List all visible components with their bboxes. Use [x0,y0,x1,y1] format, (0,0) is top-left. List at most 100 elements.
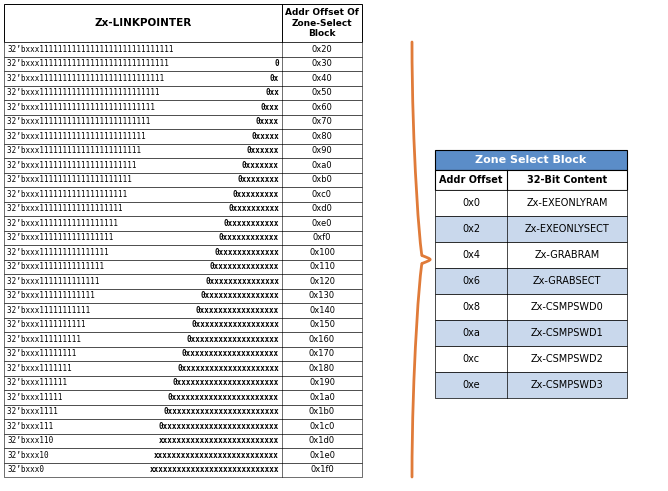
Text: 0x140: 0x140 [309,306,335,315]
Text: Zx-CSMPSWD0: Zx-CSMPSWD0 [530,302,603,312]
Text: 0x1e0: 0x1e0 [309,451,335,460]
Text: 32’bxxx1111111111: 32’bxxx1111111111 [7,320,178,329]
Bar [4,347,362,361]
Text: 0xxxxxxxxxxxxxxxxxxx: 0xxxxxxxxxxxxxxxxxxx [186,335,279,344]
Text: 0xxxxxxxxxxxxxxxxxxxxx: 0xxxxxxxxxxxxxxxxxxxxx [177,364,279,373]
Text: 32’bxxx11111111111111111111111111: 32’bxxx11111111111111111111111111 [7,88,178,97]
Text: Zx-EXEONLYRAM: Zx-EXEONLYRAM [526,198,608,208]
Text: 0x90: 0x90 [312,146,333,155]
Text: xxxxxxxxxxxxxxxxxxxxxxxxxxx: xxxxxxxxxxxxxxxxxxxxxxxxxxx [154,451,279,460]
Bar [435,268,627,294]
Text: 0x1f0: 0x1f0 [310,465,334,474]
Text: 0x8: 0x8 [462,302,480,312]
Text: 32’bxxx111111111111111: 32’bxxx111111111111111 [7,248,178,257]
Bar [4,143,362,158]
Text: 0xxxxxxxxxx: 0xxxxxxxxxx [228,204,279,213]
Text: 32’bxxx1111111111111111111111: 32’bxxx1111111111111111111111 [7,146,178,155]
Bar [4,100,362,114]
Bar [4,158,362,172]
Text: 32’bxxx1111111111111111: 32’bxxx1111111111111111 [7,233,178,242]
Text: 0x0: 0x0 [462,198,480,208]
Text: 0x50: 0x50 [312,88,333,97]
Text: 32’bxxx111: 32’bxxx111 [7,422,178,431]
Text: 0xxxxxxxxxxxx: 0xxxxxxxxxxxx [219,233,279,242]
Text: 32’bxxx11111111111111111111: 32’bxxx11111111111111111111 [7,175,178,184]
Text: Zx-GRABRAM: Zx-GRABRAM [534,250,600,260]
Text: 0xxxxxxxx: 0xxxxxxxx [237,175,279,184]
Bar [4,405,362,419]
Text: 32’bxxx11111111111: 32’bxxx11111111111 [7,306,178,315]
Text: 0x6: 0x6 [462,276,480,286]
Text: 0x70: 0x70 [311,117,333,126]
Text: 32’bxxx11111111111111111: 32’bxxx11111111111111111 [7,219,178,228]
Text: 32’bxxx11111111111111111111111: 32’bxxx11111111111111111111111 [7,132,178,141]
Bar [4,463,362,477]
Bar [4,419,362,434]
Text: 0x1a0: 0x1a0 [309,393,335,402]
Text: 0xxxxxxx: 0xxxxxxx [242,161,279,170]
Bar [4,448,362,463]
Text: 0x1b0: 0x1b0 [309,407,335,416]
Text: 0xxx: 0xxx [261,103,279,112]
Text: 0xxxxxxxxxxxxxx: 0xxxxxxxxxxxxxx [210,262,279,271]
Text: 0x150: 0x150 [309,320,335,329]
Text: 0x190: 0x190 [309,378,335,387]
Text: 0x40: 0x40 [312,74,333,83]
Text: 0xxxxxxxxxxxxx: 0xxxxxxxxxxxxx [214,248,279,257]
Text: 0xxxxxxxxx: 0xxxxxxxxx [232,190,279,199]
Bar [435,320,627,346]
Text: Zone Select Block: Zone Select Block [476,155,587,165]
Text: 0xe0: 0xe0 [312,219,332,228]
Text: Zx-EXEONLYSECT: Zx-EXEONLYSECT [524,224,609,234]
Text: xxxxxxxxxxxxxxxxxxxxxxxxxx: xxxxxxxxxxxxxxxxxxxxxxxxxx [159,436,279,445]
Text: 0xxxxx: 0xxxxx [251,132,279,141]
Text: 0xf0: 0xf0 [313,233,331,242]
Text: 32’bxxx1111111111111: 32’bxxx1111111111111 [7,277,178,286]
Text: Zx-CSMPSWD2: Zx-CSMPSWD2 [530,354,603,364]
Text: 32’bxxx111111111: 32’bxxx111111111 [7,335,178,344]
Text: 0xxxxxxxxxxxxxxxxxxxxxxxx: 0xxxxxxxxxxxxxxxxxxxxxxxx [164,407,279,416]
Bar [4,42,362,56]
Text: Zx-LINKPOINTER: Zx-LINKPOINTER [94,18,192,28]
Text: 32’bxxx111111111111111111: 32’bxxx111111111111111111 [7,204,178,213]
Bar [4,260,362,274]
Bar [435,242,627,268]
Text: 32’bxxx111111111111: 32’bxxx111111111111 [7,291,178,300]
Bar [4,390,362,405]
Text: 32’bxxx1111111: 32’bxxx1111111 [7,364,178,373]
Text: 0x20: 0x20 [312,45,333,54]
Text: 32’bxxx11111111111111111111111111111: 32’bxxx11111111111111111111111111111 [7,45,174,54]
Text: 0x120: 0x120 [309,277,335,286]
Text: 0xa: 0xa [462,328,480,338]
Text: 32’bxxx111111: 32’bxxx111111 [7,378,178,387]
Text: 0x170: 0x170 [309,349,335,358]
Text: 0xxxxxxxxxxxxxxxxxxxxxxx: 0xxxxxxxxxxxxxxxxxxxxxxx [168,393,279,402]
Text: 0x: 0x [270,74,279,83]
Text: 0x80: 0x80 [311,132,333,141]
Bar [4,216,362,230]
Bar [4,129,362,143]
Bar [4,230,362,245]
Text: 0x2: 0x2 [462,224,480,234]
Text: 0x160: 0x160 [309,335,335,344]
Text: 32’bxxx110: 32’bxxx110 [7,436,53,445]
Bar [435,150,627,170]
Text: 0x1d0: 0x1d0 [309,436,335,445]
Text: Zx-CSMPSWD3: Zx-CSMPSWD3 [530,380,603,390]
Text: 0x110: 0x110 [309,262,335,271]
Text: 32’bxxx1111: 32’bxxx1111 [7,407,178,416]
Text: 0xxxxxxxxxxx: 0xxxxxxxxxxx [224,219,279,228]
Bar [435,170,627,190]
Text: 32’bxxx111111111111111111111111111: 32’bxxx111111111111111111111111111 [7,74,178,83]
Text: 0xxxxxxxxxxxxxxxxxxxxxxxxx: 0xxxxxxxxxxxxxxxxxxxxxxxxx [159,422,279,431]
Bar [4,274,362,289]
Bar [4,332,362,347]
Text: 0xxxxxxxxxxxxxxxxxx: 0xxxxxxxxxxxxxxxxxx [191,320,279,329]
Bar [4,172,362,187]
Text: 0x30: 0x30 [311,59,333,68]
Text: 0x180: 0x180 [309,364,335,373]
Text: 32’bxxx0: 32’bxxx0 [7,465,44,474]
Bar [4,85,362,100]
Text: xxxxxxxxxxxxxxxxxxxxxxxxxxxx: xxxxxxxxxxxxxxxxxxxxxxxxxxxx [150,465,279,474]
Text: 0xxxxxxxxxxxxxxxx: 0xxxxxxxxxxxxxxxx [200,291,279,300]
